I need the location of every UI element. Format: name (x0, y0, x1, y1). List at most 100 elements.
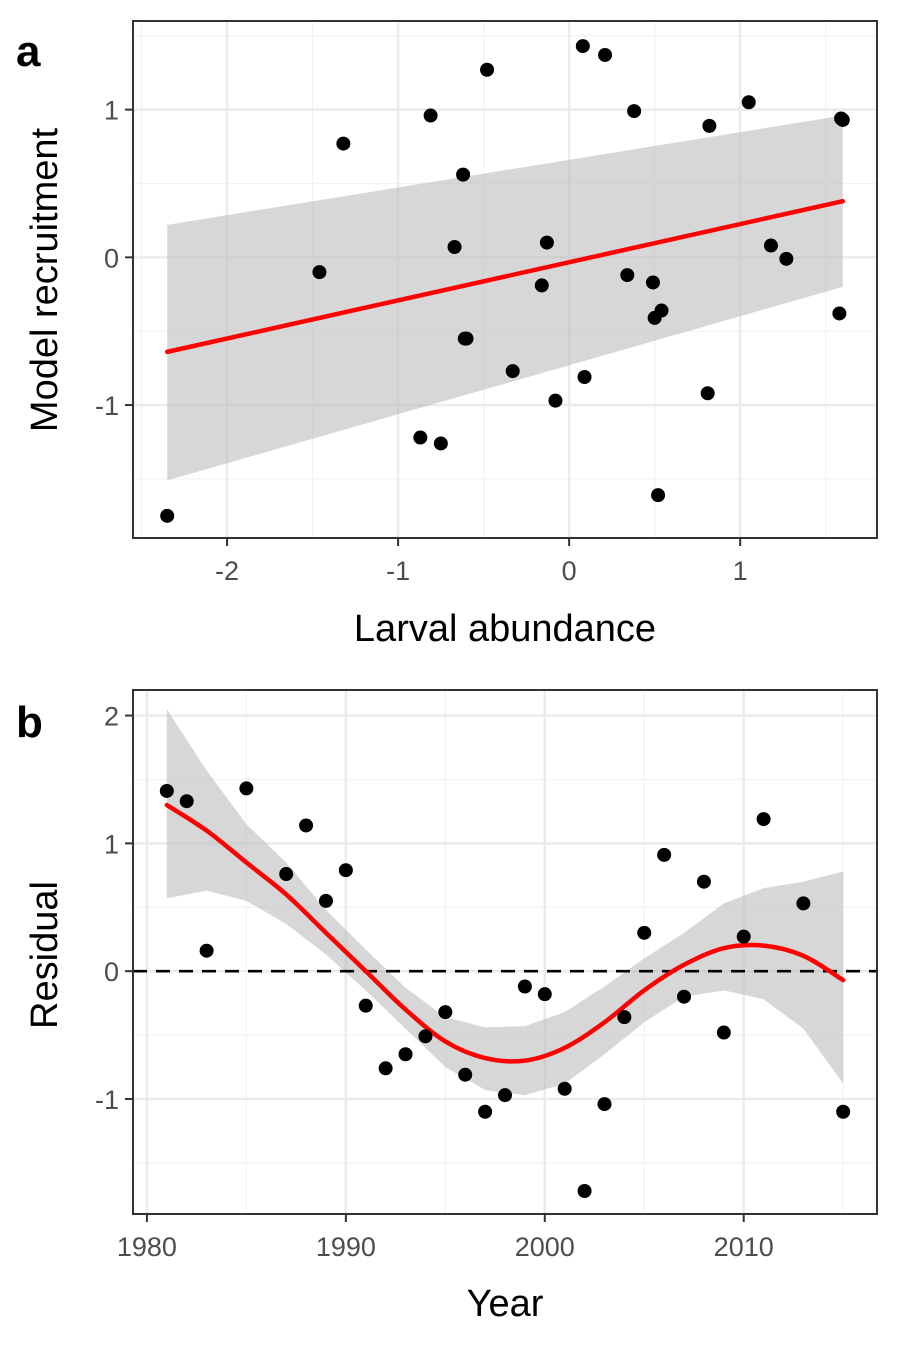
panel-a-y-axis-title: Model recruitment (24, 128, 66, 433)
data-point (736, 929, 751, 944)
data-point (478, 1104, 493, 1119)
data-point (239, 781, 254, 796)
panel-b-x-axis-title: Year (467, 1283, 544, 1325)
panel-b-y-axis-title: Residual (24, 881, 66, 1029)
panel-a-ci-band (167, 115, 843, 481)
data-point (336, 136, 351, 151)
data-point (318, 893, 333, 908)
data-point (534, 278, 549, 293)
data-point (179, 794, 194, 809)
fit-line (164, 198, 846, 355)
x-tick-label: -2 (215, 556, 239, 586)
data-point (456, 167, 471, 182)
data-point (620, 268, 635, 283)
data-point (312, 265, 327, 280)
panel-a-y-ticks: -1 0 1 (95, 96, 133, 421)
data-point (832, 306, 847, 321)
panel-b-ci-band (166, 709, 844, 1096)
panel-a-chart: a -2 -1 0 1 -1 0 1 Larval abundance Model rec… (16, 20, 878, 650)
data-point (378, 1061, 393, 1076)
panel-b-points (159, 781, 851, 1198)
panel-b-label: b (16, 698, 43, 747)
y-tick-label: 0 (104, 243, 119, 273)
data-point (598, 47, 613, 62)
data-point (498, 1088, 512, 1103)
data-point (779, 251, 794, 266)
data-point (433, 436, 448, 451)
panel-b-frame (132, 689, 878, 1215)
data-point (338, 863, 353, 878)
data-point (835, 112, 850, 127)
data-point (617, 1010, 632, 1025)
data-point (458, 1067, 473, 1082)
data-point (575, 39, 590, 54)
confidence-band (167, 115, 843, 481)
data-point (279, 867, 294, 882)
data-point (716, 1025, 731, 1040)
data-point (702, 118, 717, 133)
data-point (537, 987, 552, 1002)
y-tick-label: 1 (104, 96, 119, 126)
y-tick-label: 2 (104, 702, 119, 732)
panel-a-x-ticks: -2 -1 0 1 (215, 538, 748, 586)
data-point (700, 386, 715, 401)
data-point (447, 240, 462, 255)
fit-line (164, 802, 846, 1064)
data-point (756, 812, 771, 827)
panel-b-x-ticks: 1980 1990 2000 2010 (117, 1214, 774, 1262)
data-point (199, 943, 214, 958)
data-point (637, 925, 652, 940)
x-tick-label: 1 (733, 556, 748, 586)
data-point (597, 1097, 612, 1112)
data-point (505, 364, 520, 379)
x-tick-label: 2000 (515, 1232, 575, 1262)
y-tick-label: -1 (95, 1085, 119, 1115)
data-point (836, 1104, 851, 1119)
panel-a-frame (132, 20, 878, 539)
data-point (299, 818, 314, 833)
data-point (763, 238, 778, 253)
panel-a-fit-line (164, 198, 846, 355)
data-point (413, 430, 428, 445)
data-point (557, 1081, 572, 1096)
panel-a-label: a (16, 27, 41, 76)
data-point (160, 508, 175, 523)
data-point (696, 874, 711, 889)
data-point (796, 896, 811, 911)
x-tick-label: 1990 (316, 1232, 376, 1262)
confidence-band (166, 709, 844, 1096)
data-point (423, 108, 438, 123)
y-tick-label: -1 (95, 391, 119, 421)
data-point (577, 369, 592, 384)
data-point (480, 62, 495, 77)
y-tick-label: 1 (104, 829, 119, 859)
x-tick-label: 2010 (714, 1232, 774, 1262)
panel-a-points (160, 39, 850, 523)
data-point (651, 488, 666, 503)
data-point (548, 393, 563, 408)
data-point (418, 1029, 433, 1044)
panel-a-x-axis-title: Larval abundance (354, 608, 656, 650)
data-point (677, 989, 692, 1004)
x-tick-label: -1 (386, 556, 410, 586)
data-point (517, 979, 532, 994)
data-point (654, 303, 669, 318)
data-point (645, 275, 660, 290)
x-tick-label: 1980 (117, 1232, 177, 1262)
data-point (358, 998, 373, 1013)
data-point (539, 235, 554, 250)
data-point (657, 847, 672, 862)
panel-b-chart: b 1980 1990 2000 2010 -1 0 1 2 Year Residual (16, 689, 878, 1325)
data-point (577, 1183, 592, 1198)
data-point (159, 783, 174, 798)
panel-b-y-ticks: -1 0 1 2 (95, 702, 133, 1115)
panel-b-fit-line (164, 802, 846, 1064)
y-tick-label: 0 (104, 957, 119, 987)
data-point (627, 104, 642, 119)
data-point (459, 331, 474, 346)
data-point (438, 1005, 453, 1020)
x-tick-label: 0 (562, 556, 577, 586)
data-point (398, 1047, 413, 1062)
data-point (741, 95, 756, 110)
